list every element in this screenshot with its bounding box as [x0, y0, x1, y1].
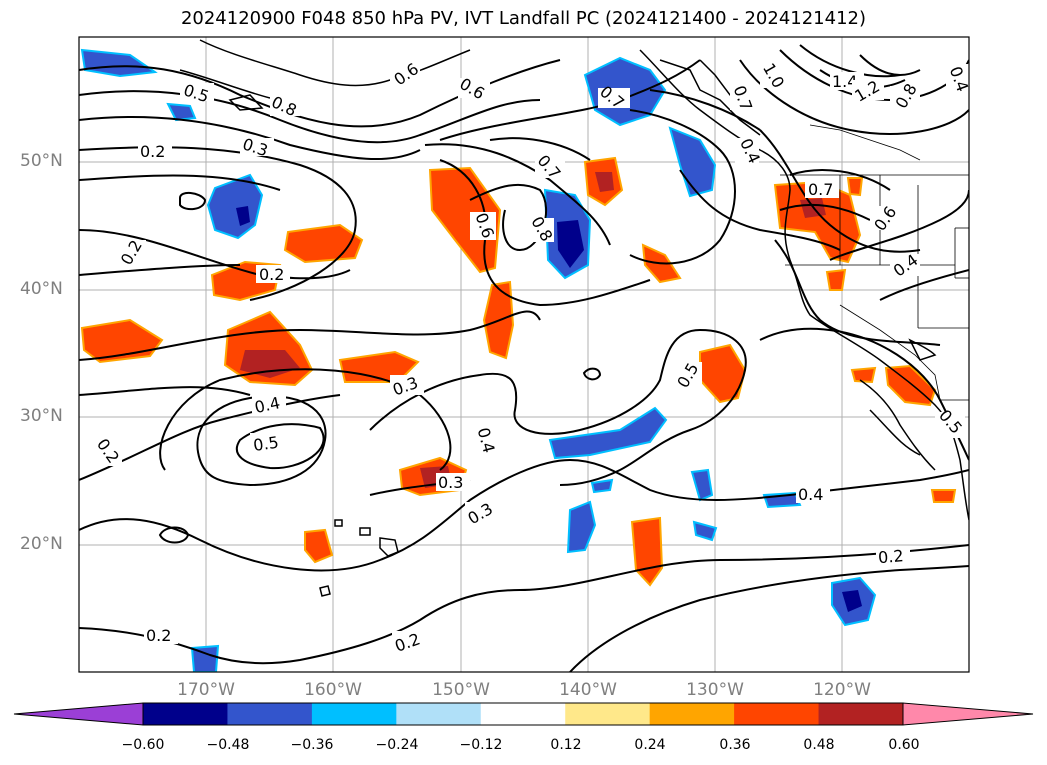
gridlines — [79, 37, 969, 672]
colorbar-tick: −0.12 — [459, 737, 503, 753]
lat-label: 40°N — [20, 279, 63, 299]
contour-label: 0.5 — [252, 433, 280, 455]
contour-label: 0.3 — [438, 473, 463, 492]
colorbar-tick: 0.60 — [888, 737, 920, 753]
contour-label: 0.2 — [146, 626, 171, 645]
negative-pv-areas — [80, 48, 877, 672]
contour-label: 1.4 — [832, 72, 857, 91]
colorbar-tick: −0.60 — [121, 737, 165, 753]
colorbar-tick: 0.48 — [803, 737, 835, 753]
lat-label: 30°N — [20, 406, 63, 426]
lat-label: 20°N — [20, 534, 63, 554]
lon-label: 170°W — [177, 680, 235, 700]
colorbar-tick: −0.24 — [375, 737, 419, 753]
contour-label: 0.4 — [253, 393, 282, 417]
lon-label: 140°W — [559, 680, 617, 700]
colorbar-tick: 0.24 — [634, 737, 666, 753]
colorbar-tick: 0.36 — [719, 737, 751, 753]
map-title: 2024120900 F048 850 hPa PV, IVT Landfall… — [180, 8, 867, 29]
map-frame — [78, 36, 970, 673]
lat-label: 50°N — [20, 151, 63, 171]
colorbar-tick: 0.12 — [550, 737, 582, 753]
colorbar-tick: −0.48 — [206, 737, 250, 753]
lon-label: 150°W — [432, 680, 490, 700]
colorbar-tick: −0.36 — [290, 737, 334, 753]
contour-label: 0.2 — [140, 142, 165, 161]
contour-label: 0.7 — [808, 180, 833, 199]
contour-label: 0.2 — [877, 546, 904, 567]
lon-label: 130°W — [686, 680, 744, 700]
lon-label: 160°W — [304, 680, 362, 700]
contour-label: 0.2 — [259, 265, 284, 284]
contour-label: 0.4 — [798, 485, 823, 504]
ivt-contours — [79, 44, 969, 672]
lon-label: 120°W — [813, 680, 871, 700]
